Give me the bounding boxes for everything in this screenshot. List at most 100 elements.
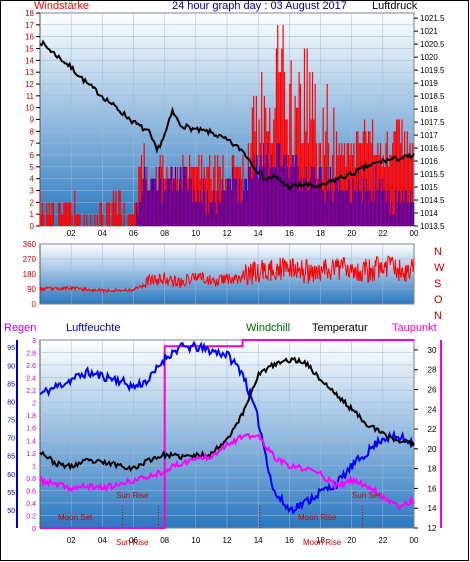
wind-direction-axis: 0 90 180 270 360 <box>23 240 37 309</box>
humidity-axis: 50 55 60 65 70 75 80 85 90 95 <box>7 340 18 528</box>
humidity-tick-label: 85 <box>7 381 15 388</box>
wind-tick-label: 15 <box>25 45 34 54</box>
label-temperatur: Temperatur <box>312 322 368 334</box>
event-label: Moon Set <box>58 513 93 522</box>
label-windchill: Windchill <box>246 322 290 334</box>
wind-tick-label: 5 <box>30 163 35 172</box>
pressure-tick-label: 1017 <box>420 131 438 140</box>
wind-tick-label: 13 <box>25 68 34 77</box>
time-tick-label: 10 <box>191 536 200 545</box>
event-label: Sun Set <box>352 491 381 500</box>
temperature-tick-label: 20 <box>428 445 437 454</box>
compass-label: N <box>434 310 442 322</box>
rain-tick-label: 0.2 <box>26 513 36 520</box>
humidity-tick-label: 90 <box>7 363 15 370</box>
humidity-tick-label: 55 <box>7 490 15 497</box>
temperature-tick-label: 18 <box>428 465 437 474</box>
label-windstaerke: Windstärke <box>34 0 89 12</box>
pressure-tick-label: 1019 <box>420 79 438 88</box>
time-tick-label: 00 <box>410 229 419 238</box>
compass-label: S <box>434 278 441 290</box>
pressure-tick-label: 1020 <box>420 53 438 62</box>
label-luftfeuchte: Luftfeuchte <box>66 322 120 334</box>
event-label: Moon Rise <box>303 538 342 547</box>
time-tick-label: 10 <box>191 229 200 238</box>
event-label: Sun Rise <box>116 538 149 547</box>
rain-tick-label: 1.6 <box>26 426 36 433</box>
humidity-tick-label: 75 <box>7 418 15 425</box>
time-tick-label: 06 <box>129 229 138 238</box>
rain-tick-label: 1.8 <box>26 413 36 420</box>
rain-tick-label: 1.4 <box>26 438 36 445</box>
wind-pressure-x-axis: 02 04 06 08 10 12 14 16 18 20 22 00 <box>67 229 419 238</box>
wind-tick-label: 4 <box>30 175 35 184</box>
pressure-tick-label: 1018.5 <box>420 92 445 101</box>
wind-tick-label: 10 <box>25 104 34 113</box>
rain-tick-label: 2.2 <box>26 388 36 395</box>
pressure-tick-label: 1014.5 <box>420 196 445 205</box>
wind-pressure-series <box>39 24 415 226</box>
pressure-tick-label: 1015.5 <box>420 170 445 179</box>
temperature-line <box>39 356 415 473</box>
page-title: 24 hour graph day : 03 August 2017 <box>172 0 347 12</box>
time-tick-label: 20 <box>347 536 356 545</box>
label-regen: Regen <box>4 322 36 334</box>
time-tick-label: 22 <box>378 229 387 238</box>
temperature-tick-label: 26 <box>428 385 437 394</box>
compass-label: W <box>434 262 445 274</box>
wind-direction-series <box>39 255 415 294</box>
direction-tick-label: 180 <box>23 270 37 279</box>
wind-tick-label: 0 <box>30 222 35 231</box>
time-tick-label: 12 <box>223 229 232 238</box>
direction-tick-label: 90 <box>27 285 36 294</box>
pressure-tick-label: 1016.5 <box>420 144 445 153</box>
time-tick-label: 02 <box>67 229 76 238</box>
direction-tick-label: 360 <box>23 240 37 249</box>
humidity-line <box>39 340 415 515</box>
sun-moon-annotations: Sun Rise Sun Rise Moon Set Moon Rise Moon Ri… <box>58 491 381 547</box>
wind-tick-label: 7 <box>30 139 35 148</box>
wind-tick-label: 6 <box>30 151 35 160</box>
time-tick-label: 22 <box>378 536 387 545</box>
label-taupunkt: Taupunkt <box>392 322 437 334</box>
time-tick-label: 16 <box>285 229 294 238</box>
pressure-tick-label: 1021 <box>420 27 438 36</box>
temperature-tick-label: 22 <box>428 425 437 434</box>
time-tick-label: 20 <box>347 229 356 238</box>
pressure-tick-label: 1020.5 <box>420 40 445 49</box>
event-label: Sun Rise <box>116 491 149 500</box>
time-tick-label: 02 <box>67 536 76 545</box>
direction-tick-label: 0 <box>32 300 37 309</box>
rain-tick-label: 3 <box>32 338 36 345</box>
wind-tick-label: 14 <box>25 56 34 65</box>
wind-tick-label: 12 <box>25 80 34 89</box>
time-tick-label: 18 <box>316 536 325 545</box>
humidity-tick-label: 70 <box>7 436 15 443</box>
weather-panel: 0 0.2 0.4 0.6 0.8 1 1.2 1.4 1.6 1.8 2 2.2 2.4 2.6 2.8 3… <box>7 338 442 547</box>
compass-label: N <box>434 246 442 258</box>
pressure-axis: 1013.5 1014 1014.5 1015 1015.5 1016 1016.5 1017… <box>414 14 445 231</box>
rain-tick-label: 2.4 <box>26 376 36 383</box>
time-tick-label: 18 <box>316 229 325 238</box>
time-tick-label: 14 <box>254 536 263 545</box>
rain-tick-label: 1 <box>32 463 36 470</box>
weather-series <box>39 339 415 529</box>
rain-tick-label: 0.4 <box>26 501 36 508</box>
event-label: Moon Rise <box>298 513 337 522</box>
time-tick-label: 06 <box>129 536 138 545</box>
label-luftdruck: Luftdruck <box>372 0 418 12</box>
time-tick-label: 12 <box>223 536 232 545</box>
temperature-tick-label: 14 <box>428 504 437 513</box>
pressure-line <box>39 39 415 191</box>
time-tick-label: 14 <box>254 229 263 238</box>
temperature-tick-label: 16 <box>428 484 437 493</box>
rain-axis: 0 0.2 0.4 0.6 0.8 1 1.2 1.4 1.6 1.8 2 2.2 2.4 2.6 2.8 3 <box>26 338 36 533</box>
temperature-tick-label: 28 <box>428 366 437 375</box>
pressure-tick-label: 1015 <box>420 183 438 192</box>
time-tick-label: 08 <box>160 536 169 545</box>
time-tick-label: 04 <box>98 229 107 238</box>
